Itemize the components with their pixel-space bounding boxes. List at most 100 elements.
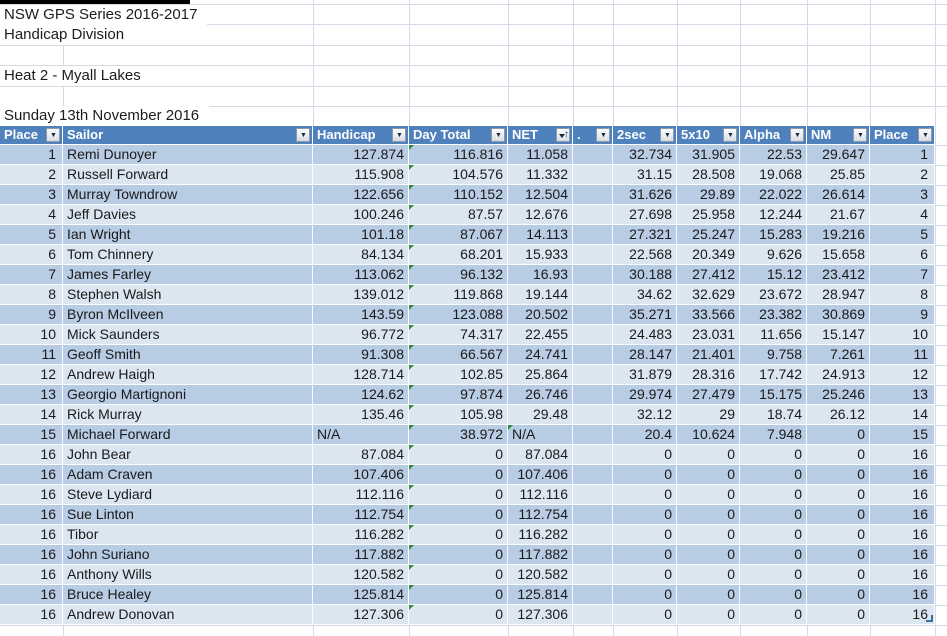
cell[interactable]: 0 <box>613 525 677 545</box>
cell[interactable]: 16 <box>0 505 63 525</box>
cell[interactable]: 16 <box>0 525 63 545</box>
cell[interactable]: 16 <box>870 605 935 625</box>
cell[interactable]: 30.188 <box>613 265 677 285</box>
cell[interactable]: 7.948 <box>740 425 807 445</box>
cell[interactable]: 113.062 <box>313 265 409 285</box>
column-header-sailor[interactable]: Sailor ▼ <box>63 126 313 145</box>
cell[interactable]: 15 <box>0 425 63 445</box>
cell[interactable]: 30.869 <box>807 305 870 325</box>
cell[interactable]: 3 <box>870 185 935 205</box>
cell[interactable]: 20.349 <box>677 245 740 265</box>
cell[interactable]: 102.85 <box>409 365 508 385</box>
cell[interactable] <box>573 465 613 485</box>
cell[interactable]: 0 <box>807 525 870 545</box>
cell[interactable] <box>573 505 613 525</box>
cell[interactable]: 125.814 <box>508 585 573 605</box>
cell[interactable]: 112.754 <box>508 505 573 525</box>
cell[interactable]: 28.316 <box>677 365 740 385</box>
cell[interactable]: 16 <box>870 545 935 565</box>
cell[interactable]: 24.483 <box>613 325 677 345</box>
cell[interactable]: 4 <box>0 205 63 225</box>
cell[interactable] <box>573 185 613 205</box>
cell[interactable]: 0 <box>807 485 870 505</box>
filter-dropdown-button[interactable]: ▼ <box>790 128 804 142</box>
cell[interactable]: 20.502 <box>508 305 573 325</box>
cell[interactable] <box>573 245 613 265</box>
cell[interactable]: 68.201 <box>409 245 508 265</box>
cell[interactable]: 101.18 <box>313 225 409 245</box>
column-header-daytotal[interactable]: Day Total ▼ <box>409 126 508 145</box>
cell[interactable]: 127.874 <box>313 145 409 165</box>
cell[interactable]: 127.306 <box>508 605 573 625</box>
cell[interactable]: 105.98 <box>409 405 508 425</box>
cell[interactable]: 26.614 <box>807 185 870 205</box>
cell[interactable]: 16 <box>870 485 935 505</box>
cell[interactable]: 26.746 <box>508 385 573 405</box>
cell[interactable] <box>573 605 613 625</box>
cell[interactable]: 14 <box>0 405 63 425</box>
cell[interactable] <box>573 265 613 285</box>
cell[interactable]: Adam Craven <box>63 465 313 485</box>
title-series[interactable]: NSW GPS Series 2016-2017 <box>0 5 208 25</box>
cell[interactable]: 27.479 <box>677 385 740 405</box>
cell[interactable]: 31.15 <box>613 165 677 185</box>
cell[interactable]: 0 <box>740 605 807 625</box>
cell[interactable]: 0 <box>740 525 807 545</box>
filter-dropdown-button[interactable]: ▼ <box>296 128 310 142</box>
cell[interactable]: James Farley <box>63 265 313 285</box>
cell[interactable]: 97.874 <box>409 385 508 405</box>
cell[interactable]: 12 <box>870 365 935 385</box>
column-header-place[interactable]: Place ▼ <box>0 126 63 145</box>
cell[interactable]: 0 <box>409 485 508 505</box>
cell[interactable] <box>573 305 613 325</box>
cell[interactable]: 0 <box>409 565 508 585</box>
cell[interactable]: 16 <box>0 605 63 625</box>
column-header-place[interactable]: Place ▼ <box>870 126 935 145</box>
cell[interactable]: 28.508 <box>677 165 740 185</box>
cell[interactable]: 0 <box>807 445 870 465</box>
cell[interactable]: 22.455 <box>508 325 573 345</box>
cell[interactable]: 10.624 <box>677 425 740 445</box>
cell[interactable]: Murray Towndrow <box>63 185 313 205</box>
cell[interactable]: 5 <box>870 225 935 245</box>
cell[interactable]: 20.4 <box>613 425 677 445</box>
cell[interactable] <box>573 205 613 225</box>
cell[interactable]: Ian Wright <box>63 225 313 245</box>
cell[interactable]: 87.57 <box>409 205 508 225</box>
cell[interactable]: Anthony Wills <box>63 565 313 585</box>
cell[interactable]: 0 <box>613 605 677 625</box>
cell[interactable]: 0 <box>807 465 870 485</box>
cell[interactable]: 0 <box>740 465 807 485</box>
cell[interactable]: 16 <box>870 445 935 465</box>
cell[interactable]: 27.698 <box>613 205 677 225</box>
cell[interactable]: 117.882 <box>313 545 409 565</box>
cell[interactable]: 25.864 <box>508 365 573 385</box>
cell[interactable]: Mick Saunders <box>63 325 313 345</box>
cell[interactable]: 27.412 <box>677 265 740 285</box>
cell[interactable]: 0 <box>613 545 677 565</box>
cell[interactable] <box>573 165 613 185</box>
cell[interactable]: Georgio Martignoni <box>63 385 313 405</box>
cell[interactable]: 123.088 <box>409 305 508 325</box>
cell[interactable]: 9 <box>870 305 935 325</box>
cell[interactable]: 87.084 <box>508 445 573 465</box>
filter-dropdown-button[interactable]: ▼ <box>853 128 867 142</box>
column-header-alpha[interactable]: Alpha ▼ <box>740 126 807 145</box>
column-header-nm[interactable]: NM ▼ <box>807 126 870 145</box>
cell[interactable]: 22.022 <box>740 185 807 205</box>
cell[interactable]: 127.306 <box>313 605 409 625</box>
cell[interactable]: 38.972 <box>409 425 508 445</box>
cell[interactable] <box>573 385 613 405</box>
cell[interactable]: 0 <box>409 585 508 605</box>
cell[interactable]: 28.947 <box>807 285 870 305</box>
cell[interactable]: 16 <box>0 565 63 585</box>
cell[interactable]: 24.741 <box>508 345 573 365</box>
cell[interactable]: 35.271 <box>613 305 677 325</box>
cell[interactable]: 0 <box>807 545 870 565</box>
column-header-[interactable]: . ▼ <box>573 126 613 145</box>
cell[interactable]: Tibor <box>63 525 313 545</box>
cell[interactable]: John Bear <box>63 445 313 465</box>
cell[interactable]: 14.113 <box>508 225 573 245</box>
cell[interactable]: 11 <box>0 345 63 365</box>
cell[interactable]: 29.647 <box>807 145 870 165</box>
